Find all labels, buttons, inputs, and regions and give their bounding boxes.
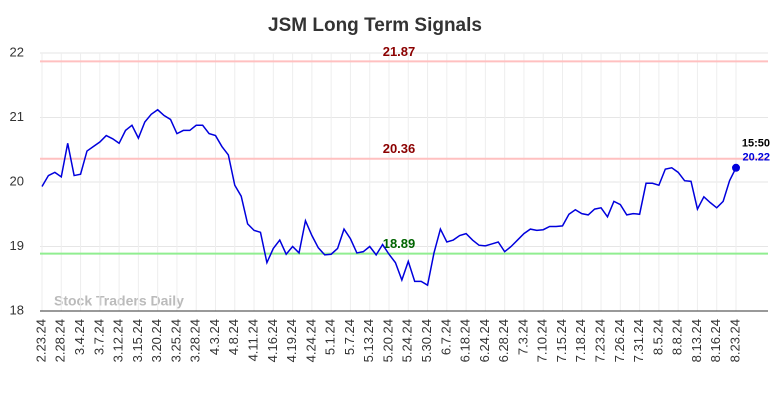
x-tick-label: 3.4.24 (72, 319, 87, 355)
last-value: 20.22 (742, 152, 770, 164)
last-point (732, 163, 740, 172)
x-tick-label: 4.11.24 (245, 319, 260, 361)
x-tick-label: 4.19.24 (284, 319, 299, 362)
x-tick-label: 5.7.24 (342, 319, 357, 355)
x-tick-label: 4.8.24 (226, 319, 241, 355)
x-tick-label: 8.23.24 (727, 319, 742, 362)
chart-title: JSM Long Term Signals (268, 15, 482, 36)
x-tick-label: 3.28.24 (188, 319, 203, 362)
reference-label: 18.89 (383, 236, 416, 251)
x-tick-label: 4.3.24 (207, 319, 222, 355)
x-tick-label: 5.20.24 (380, 319, 395, 362)
price-line (41, 108, 737, 287)
x-tick-label: 5.24.24 (400, 319, 415, 362)
last-time: 15:50 (742, 138, 770, 150)
x-tick-label: 8.8.24 (670, 319, 685, 355)
x-tick-label: 5.13.24 (361, 319, 376, 362)
x-tick-label: 5.30.24 (419, 319, 434, 362)
x-tick-label: 5.1.24 (323, 319, 338, 355)
x-tick-label: 8.13.24 (689, 319, 704, 362)
x-tick-label: 8.5.24 (650, 319, 665, 355)
y-tick-label: 18 (10, 302, 24, 317)
x-tick-label: 3.15.24 (130, 319, 145, 362)
x-tick-label: 6.28.24 (496, 319, 511, 362)
x-tick-label: 7.3.24 (515, 319, 530, 355)
y-tick-label: 19 (10, 238, 24, 253)
x-tick-label: 3.25.24 (168, 319, 183, 362)
x-tick-label: 7.10.24 (535, 319, 550, 362)
x-tick-label: 7.23.24 (592, 319, 607, 362)
x-tick-label: 2.23.24 (33, 319, 48, 362)
x-tick-label: 8.16.24 (708, 319, 723, 362)
x-tick-label: 4.16.24 (265, 319, 280, 362)
y-tick-label: 22 (10, 44, 24, 59)
x-tick-label: 3.7.24 (91, 319, 106, 355)
y-tick-label: 21 (10, 109, 24, 124)
x-tick-label: 6.7.24 (438, 319, 453, 355)
x-tick-label: 2.28.24 (53, 319, 68, 362)
x-tick-label: 7.18.24 (573, 319, 588, 362)
x-tick-label: 6.18.24 (458, 319, 473, 362)
x-tick-label: 6.24.24 (477, 319, 492, 362)
x-tick-label: 7.31.24 (631, 319, 646, 362)
x-tick-label: 4.24.24 (303, 319, 318, 362)
reference-label: 21.87 (383, 44, 416, 59)
x-tick-label: 7.15.24 (554, 319, 569, 362)
x-tick-label: 3.20.24 (149, 319, 164, 362)
x-tick-label: 7.26.24 (612, 319, 627, 362)
y-tick-label: 20 (10, 173, 24, 188)
reference-label: 20.36 (383, 141, 416, 156)
x-tick-label: 3.12.24 (111, 319, 126, 362)
